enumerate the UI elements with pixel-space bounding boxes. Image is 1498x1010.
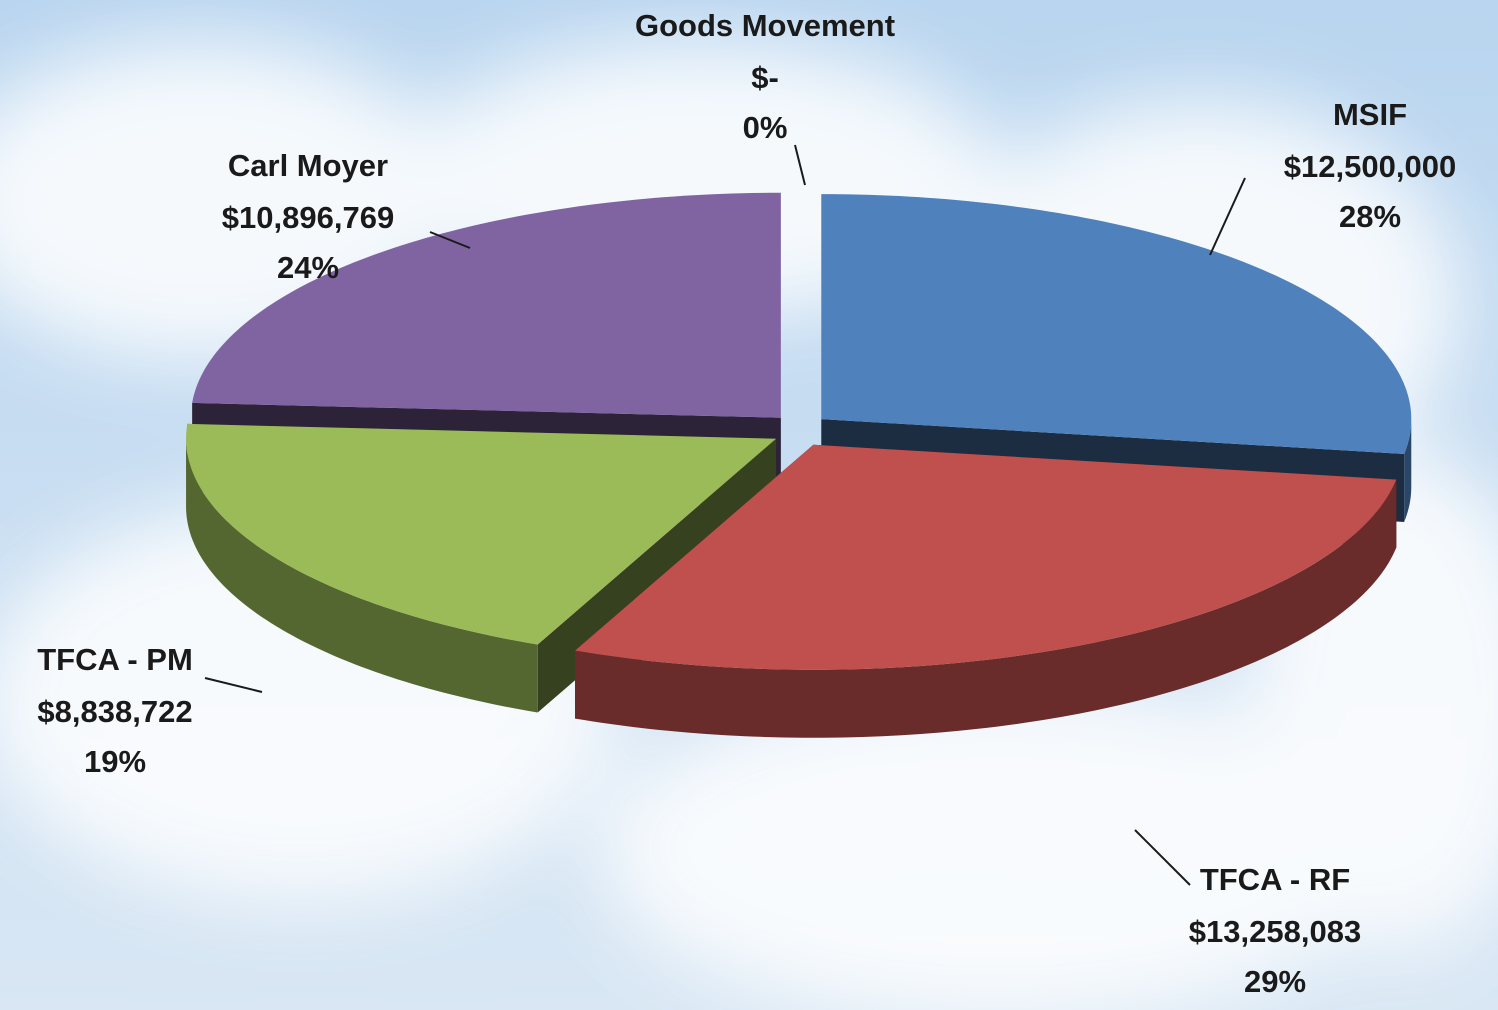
leader-line xyxy=(204,677,263,693)
leader-line xyxy=(429,231,471,249)
slice-wall xyxy=(575,479,1397,738)
percent-label: 28% xyxy=(1339,199,1401,234)
slice xyxy=(575,444,1397,670)
pie xyxy=(186,192,1412,738)
leader-line xyxy=(1134,829,1191,886)
category-label: MSIF xyxy=(1333,97,1407,132)
slice xyxy=(821,194,1412,454)
percent-label: 24% xyxy=(277,250,339,285)
leader-line xyxy=(794,144,806,186)
value-label: $12,500,000 xyxy=(1284,149,1456,184)
slice-wall xyxy=(186,438,538,713)
labels: Goods Movement $- 0% MSIF $12,500,000 28% TFCA… xyxy=(37,8,1456,999)
slice xyxy=(186,423,777,645)
slice-wall xyxy=(1404,419,1412,522)
percent-label: 19% xyxy=(84,744,146,779)
value-label: $8,838,722 xyxy=(37,694,192,729)
value-label: $13,258,083 xyxy=(1189,914,1361,949)
percent-label: 29% xyxy=(1244,964,1306,999)
percent-label: 0% xyxy=(743,110,788,145)
category-label: TFCA - RF xyxy=(1200,862,1350,897)
category-label: Goods Movement xyxy=(635,8,895,43)
category-label: Carl Moyer xyxy=(228,148,388,183)
value-label: $10,896,769 xyxy=(222,200,394,235)
slice xyxy=(192,192,781,418)
category-label: TFCA - PM xyxy=(37,642,193,677)
value-label: $- xyxy=(751,60,779,95)
leader-line xyxy=(1209,177,1246,256)
